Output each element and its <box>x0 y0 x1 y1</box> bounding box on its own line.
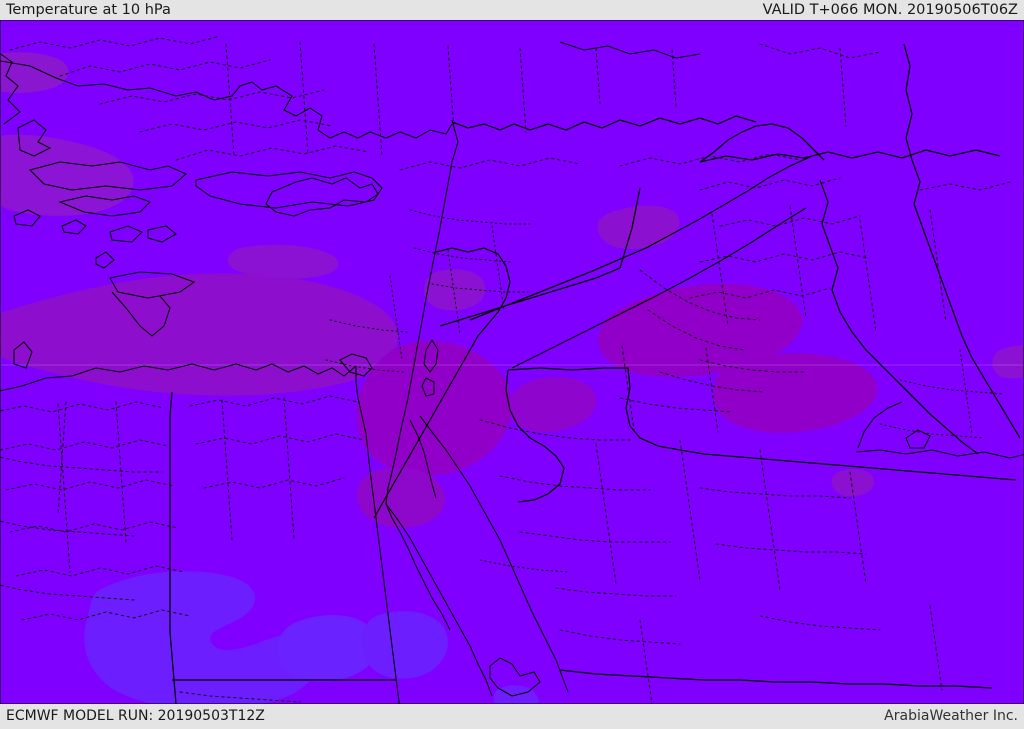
warm-band-aegean-north <box>0 52 69 93</box>
page-title: Temperature at 10 hPa <box>6 2 171 18</box>
warm-band-jordan-saudi <box>508 377 597 433</box>
province-borders <box>0 35 1011 704</box>
warm-band-east-mediterranean <box>0 273 398 396</box>
country-borders <box>169 43 1021 704</box>
valid-time-label: VALID T+066 MON. 20190506T06Z <box>762 2 1018 18</box>
header-bar: Temperature at 10 hPa VALID T+066 MON. 2… <box>0 0 1024 20</box>
cool-band-red-sea <box>361 611 448 679</box>
coastlines <box>0 41 1024 704</box>
warm-band-sinai-south <box>357 467 445 528</box>
warm-band-east-edge <box>992 345 1024 379</box>
warm-band-east-saudi <box>713 353 878 433</box>
model-run-label: ECMWF MODEL RUN: 20190503T12Z <box>6 708 265 724</box>
warm-band-levant <box>424 269 486 311</box>
cool-band-sudan-lobe <box>277 615 377 682</box>
warm-band-aegean <box>0 134 134 216</box>
forecast-map[interactable] <box>0 20 1024 704</box>
warm-band-gulf-small <box>831 469 875 497</box>
secondary-province-borders <box>325 209 1005 573</box>
warm-band-med-tail <box>227 244 339 279</box>
map-canvas <box>0 20 1024 704</box>
warm-band-sinai-nw-saudi <box>356 340 512 476</box>
temperature-contour-bands <box>0 52 1024 704</box>
footer-bar: ECMWF MODEL RUN: 20190503T12Z ArabiaWeat… <box>0 704 1024 729</box>
warm-band-central-iraq <box>598 283 803 377</box>
attribution-label: ArabiaWeather Inc. <box>884 708 1018 724</box>
warm-band-north-syria <box>597 205 680 250</box>
cool-band-south-egypt <box>84 571 319 704</box>
